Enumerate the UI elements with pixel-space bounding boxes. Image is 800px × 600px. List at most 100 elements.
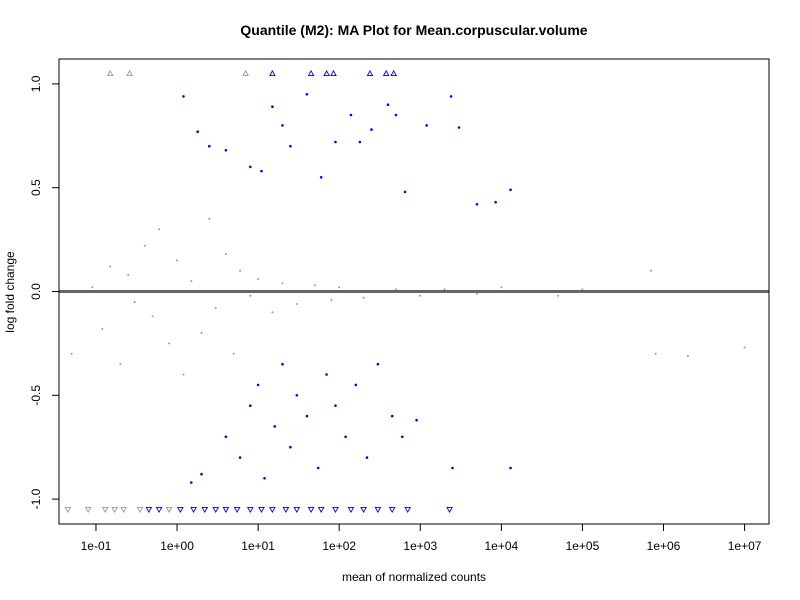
clipped-marker — [330, 69, 337, 77]
data-point — [200, 332, 203, 334]
clipped-marker — [269, 506, 276, 514]
significant-point — [475, 203, 479, 206]
significant-point — [316, 466, 320, 470]
data-point — [476, 292, 478, 295]
significant-point — [289, 445, 292, 449]
significant-point — [305, 414, 309, 418]
significant-point — [386, 103, 390, 106]
significant-point — [271, 105, 274, 108]
plot-layer — [59, 69, 769, 514]
y-tick-label: 1.0 — [29, 75, 43, 92]
data-point — [581, 288, 584, 291]
data-point — [419, 294, 422, 297]
clipped-marker — [282, 506, 290, 514]
clipped-marker — [404, 506, 412, 514]
significant-point — [295, 394, 299, 397]
clipped-marker — [64, 506, 72, 514]
clipped-marker — [269, 69, 276, 77]
data-point — [557, 294, 559, 297]
y-tick-label: -1.0 — [29, 488, 43, 509]
x-tick-label: 1e+07 — [728, 539, 762, 553]
data-point — [214, 307, 217, 310]
significant-point — [394, 113, 398, 117]
significant-point — [249, 404, 252, 408]
chart-title: Quantile (M2): MA Plot for Mean.corpuscu… — [240, 22, 587, 38]
data-point — [295, 303, 298, 305]
data-point — [443, 288, 446, 291]
clipped-marker — [258, 506, 265, 514]
significant-point — [365, 456, 369, 459]
clipped-marker — [307, 506, 315, 514]
data-point — [281, 282, 284, 285]
y-axis-label: log fold change — [3, 251, 17, 333]
data-point — [176, 259, 178, 262]
clipped-marker — [111, 506, 119, 514]
clipped-marker — [136, 506, 144, 514]
significant-point — [451, 466, 454, 470]
clipped-marker — [446, 506, 453, 514]
significant-point — [263, 477, 266, 480]
y-tick-label: 0.0 — [29, 283, 43, 300]
significant-point — [390, 414, 394, 418]
y-axis: -1.0 -0.5 0.0 0.5 1.0 — [29, 75, 60, 509]
data-point — [654, 352, 657, 355]
data-point — [127, 273, 130, 276]
data-point — [190, 280, 193, 283]
x-tick-label: 1e+02 — [322, 539, 356, 553]
significant-point — [238, 456, 242, 459]
data-point — [151, 315, 154, 318]
data-point — [394, 288, 397, 291]
clipped-marker — [347, 506, 355, 514]
significant-point — [249, 165, 252, 169]
data-point — [168, 342, 171, 345]
significant-point — [358, 140, 362, 144]
data-point — [182, 373, 185, 376]
clipped-marker — [360, 506, 367, 514]
significant-point — [494, 200, 497, 204]
x-tick-label: 1e+06 — [647, 539, 681, 553]
x-tick-label: 1e+00 — [160, 539, 194, 553]
clipped-marker — [317, 506, 325, 514]
data-point — [362, 296, 365, 299]
significant-point — [224, 435, 228, 439]
significant-points — [182, 93, 512, 484]
significant-point — [334, 140, 337, 144]
significant-point — [182, 95, 185, 98]
significant-point — [208, 144, 211, 148]
significant-point — [289, 144, 292, 148]
y-tick-label: 0.5 — [29, 179, 43, 196]
data-point — [133, 300, 136, 303]
significant-point — [200, 472, 203, 476]
clipped-marker — [222, 506, 230, 514]
data-point — [143, 244, 146, 247]
x-tick-label: 1e+05 — [566, 539, 600, 553]
data-point — [257, 278, 260, 280]
significant-point — [344, 435, 347, 439]
clipped-marker — [307, 69, 315, 77]
y-tick-label: -0.5 — [29, 385, 43, 406]
x-tick-label: 1e-01 — [81, 539, 112, 553]
x-tick-label: 1e+04 — [485, 539, 519, 553]
clipped-marker — [323, 69, 330, 77]
significant-point — [224, 149, 228, 152]
clipped-marker — [106, 69, 114, 77]
clipped-marker — [332, 506, 339, 514]
significant-point — [370, 128, 373, 131]
point-cloud — [70, 217, 746, 376]
clipped-marker — [374, 506, 382, 514]
data-point — [500, 286, 503, 289]
significant-point — [190, 481, 193, 484]
data-point — [650, 269, 652, 272]
data-point — [232, 352, 235, 355]
data-point — [91, 286, 94, 289]
data-point — [239, 269, 242, 272]
clipped-marker — [190, 506, 197, 514]
significant-point — [256, 383, 260, 387]
significant-point — [509, 466, 512, 470]
significant-point — [415, 418, 418, 422]
clipped-marker — [145, 506, 153, 514]
data-point — [338, 286, 341, 289]
significant-point — [403, 190, 407, 194]
